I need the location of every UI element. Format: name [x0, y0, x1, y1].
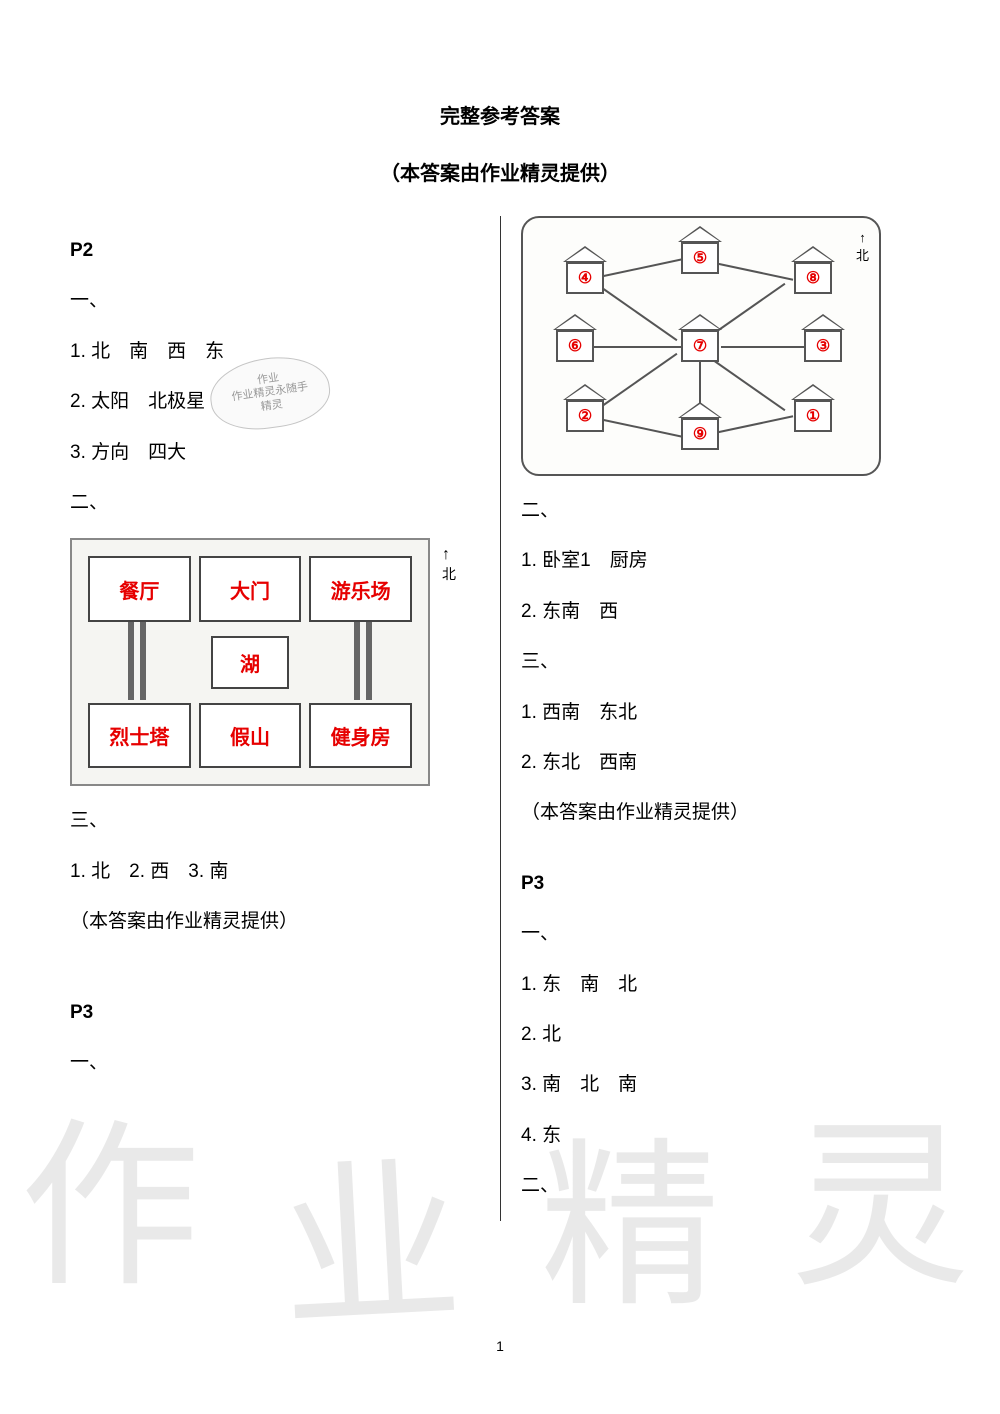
page-title: 完整参考答案 — [70, 100, 930, 129]
answer-line: 1. 西南 东北 — [521, 698, 930, 728]
park-diagram: 北 餐厅 大门 游乐场 湖 烈士塔 假山 健身房 — [70, 538, 430, 786]
answer-line: 3. 方向 四大 — [70, 438, 480, 468]
answer-line: 3. 南 北 南 — [521, 1070, 930, 1100]
houses-diagram: 北 ④ ⑤ ⑧ ⑥ ⑦ ③ — [521, 216, 881, 476]
page-number: 1 — [496, 1338, 504, 1354]
house-node: ② — [566, 400, 604, 432]
section-heading: 二、 — [521, 496, 930, 526]
answer-line: 2. 东北 西南 — [521, 748, 930, 778]
section-heading: 三、 — [70, 806, 480, 836]
stamp-text: 精灵 — [260, 398, 284, 414]
section-heading: 一、 — [70, 1048, 480, 1078]
answer-line: 1. 北 2. 西 3. 南 — [70, 857, 480, 887]
section-heading: 一、 — [521, 919, 930, 949]
header: 完整参考答案 （本答案由作业精灵提供） — [70, 100, 930, 186]
house-node: ① — [794, 400, 832, 432]
house-node: ⑨ — [681, 418, 719, 450]
park-box: 烈士塔 — [88, 703, 191, 768]
north-indicator: 北 — [856, 230, 869, 264]
section-heading: 三、 — [521, 647, 930, 677]
right-column: 北 ④ ⑤ ⑧ ⑥ ⑦ ③ — [500, 216, 930, 1221]
page-subtitle: （本答案由作业精灵提供） — [70, 157, 930, 186]
park-box: 餐厅 — [88, 556, 191, 621]
house-node: ④ — [566, 262, 604, 294]
house-node: ⑤ — [681, 242, 719, 274]
answer-line: 4. 东 — [521, 1121, 930, 1151]
answer-line: 2. 北 — [521, 1020, 930, 1050]
park-box: 游乐场 — [309, 556, 412, 621]
house-node: ⑦ — [681, 330, 719, 362]
park-box: 湖 — [211, 636, 288, 689]
answer-line: 2. 东南 西 — [521, 597, 930, 627]
house-node: ③ — [804, 330, 842, 362]
credit-line: （本答案由作业精灵提供） — [521, 798, 930, 828]
section-heading: 一、 — [70, 286, 480, 316]
park-box: 健身房 — [309, 703, 412, 768]
house-node: ⑥ — [556, 330, 594, 362]
house-node: ⑧ — [794, 262, 832, 294]
north-indicator: 北 — [442, 546, 456, 584]
page-ref: P3 — [70, 998, 480, 1028]
page-ref: P3 — [521, 869, 930, 899]
section-heading: 二、 — [70, 488, 480, 518]
answer-line: 1. 卧室1 厨房 — [521, 546, 930, 576]
park-box: 大门 — [199, 556, 302, 621]
section-heading: 二、 — [521, 1171, 930, 1201]
answer-line: 1. 东 南 北 — [521, 970, 930, 1000]
page-ref: P2 — [70, 236, 480, 266]
left-column: P2 一、 1. 北 南 西 东 2. 太阳 北极星 3. 方向 四大 作业 作… — [70, 216, 500, 1221]
park-box: 假山 — [199, 703, 302, 768]
credit-line: （本答案由作业精灵提供） — [70, 907, 480, 937]
